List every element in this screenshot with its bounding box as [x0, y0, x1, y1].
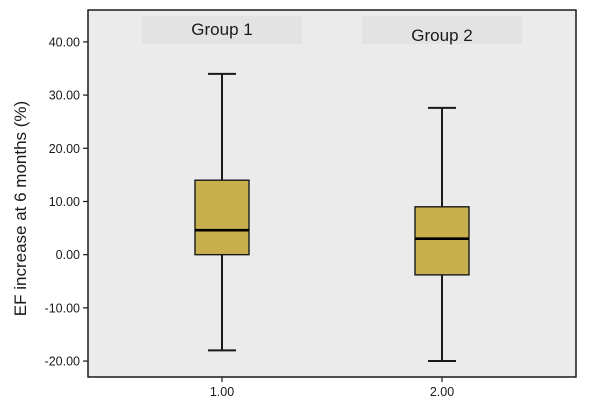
boxes [194, 72, 470, 363]
y-tick-label: -20.00 [45, 355, 80, 369]
box-group [194, 72, 250, 352]
box-iqr [194, 179, 250, 256]
y-tick-label: -10.00 [45, 301, 80, 315]
y-tick-label: 40.00 [49, 35, 80, 49]
y-axis-title: EF increase at 6 months (%) [11, 101, 30, 316]
x-axis: 1.00 2.00 [210, 377, 454, 399]
group-label: Group 1 [191, 20, 252, 39]
y-tick-label: 10.00 [49, 195, 80, 209]
x-tick-label: 2.00 [430, 385, 454, 399]
y-tick-label: 20.00 [49, 142, 80, 156]
x-tick-label: 1.00 [210, 385, 234, 399]
y-tick-label: 30.00 [49, 89, 80, 103]
y-axis: -20.00 -10.00 0.00 10.00 20.00 30.00 40.00 [45, 35, 88, 369]
plot-area [88, 10, 576, 377]
group-label: Group 2 [411, 26, 472, 45]
y-tick-label: 0.00 [56, 248, 80, 262]
group-label-band [362, 16, 522, 44]
box-iqr [414, 206, 470, 276]
plot-frame [87, 9, 577, 378]
group-label-band [142, 16, 302, 44]
group-label-bands: Group 1 Group 2 [142, 16, 522, 45]
box-group [414, 106, 470, 363]
